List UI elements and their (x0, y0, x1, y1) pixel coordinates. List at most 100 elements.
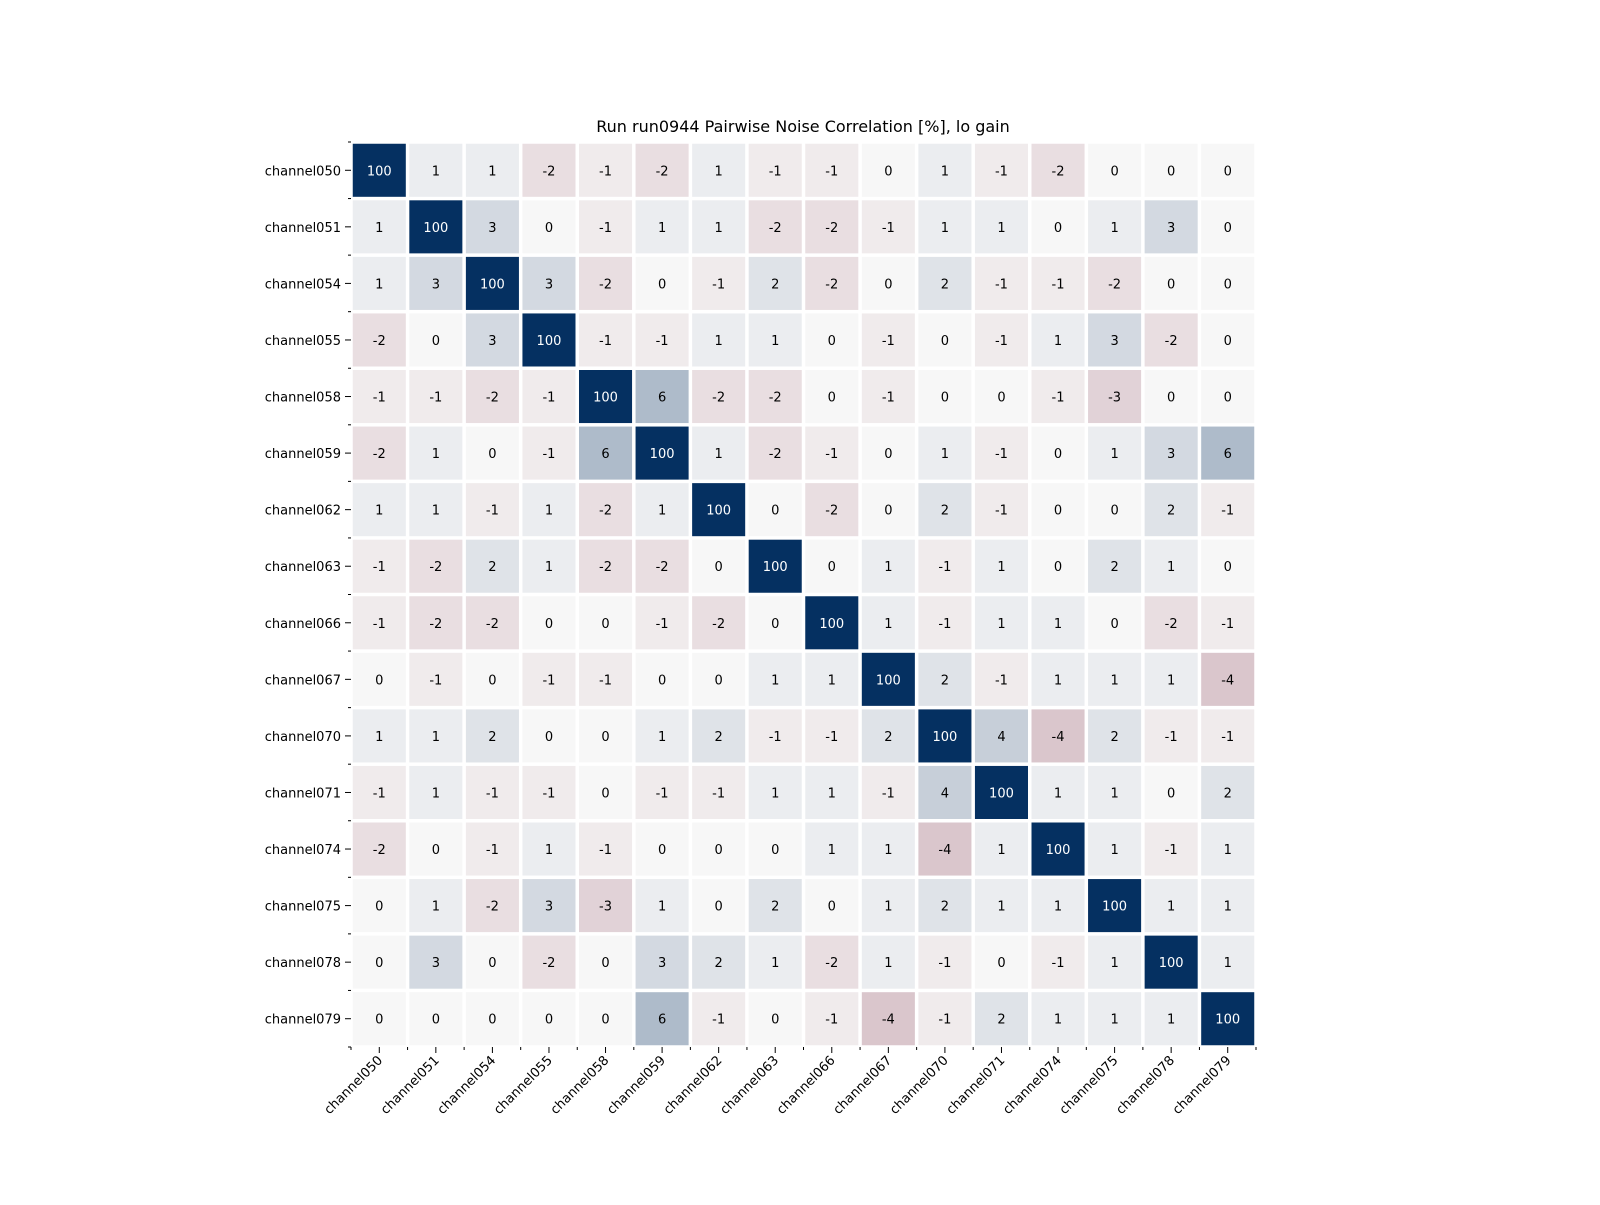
cell-value-label: -1 (373, 391, 386, 406)
cell-value-label: -1 (712, 786, 725, 801)
cell-value-label: 0 (545, 730, 553, 745)
heatmap-cell (409, 765, 463, 819)
cell-value-label: 0 (1110, 504, 1118, 519)
heatmap-cell (918, 709, 972, 763)
heatmap-cell (805, 426, 859, 480)
heatmap-cell (748, 822, 802, 876)
cell-value-label: 1 (771, 334, 779, 349)
heatmap-cell (1201, 256, 1255, 310)
cell-value-label: 1 (1054, 673, 1062, 688)
heatmap-cell (409, 200, 463, 254)
cell-value-label: 1 (1224, 900, 1232, 915)
y-tick-label: channel059 (265, 447, 341, 462)
heatmap-cell (1088, 709, 1142, 763)
cell-value-label: -1 (1052, 277, 1065, 292)
x-tick-label: channel070 (887, 1053, 952, 1118)
cell-value-label: 1 (375, 730, 383, 745)
cell-value-label: -2 (1052, 164, 1065, 179)
x-tick-label: channel074 (1000, 1053, 1065, 1118)
heatmap-cell (465, 370, 519, 424)
cell-value-label: 1 (941, 447, 949, 462)
cell-value-label: 0 (375, 956, 383, 971)
cell-value-label: -2 (373, 334, 386, 349)
cell-value-label: -1 (599, 164, 612, 179)
cell-value-label: 1 (432, 730, 440, 745)
heatmap-cell (692, 765, 746, 819)
cell-value-label: 1 (884, 843, 892, 858)
cell-value-label: 2 (771, 277, 779, 292)
heatmap-cell (1144, 200, 1198, 254)
heatmap-cell (522, 426, 576, 480)
heatmap-cell (748, 765, 802, 819)
cell-value-label: 1 (1110, 447, 1118, 462)
y-tick-label: channel058 (265, 391, 341, 406)
heatmap-cell (579, 935, 633, 989)
heatmap-cell (352, 992, 406, 1046)
cell-value-label: -1 (373, 560, 386, 575)
heatmap-cell (579, 652, 633, 706)
cell-value-label: 1 (432, 900, 440, 915)
cell-value-label: 100 (1046, 843, 1071, 858)
heatmap-cell (1201, 652, 1255, 706)
heatmap-cell (409, 256, 463, 310)
heatmap-cell (579, 143, 633, 197)
heatmap-cell (1201, 879, 1255, 933)
cell-value-label: 1 (828, 843, 836, 858)
heatmap-cell (974, 143, 1028, 197)
cell-value-label: -1 (769, 730, 782, 745)
heatmap-cell (635, 879, 689, 933)
heatmap-cell (918, 370, 972, 424)
x-tick-label: channel063 (718, 1053, 783, 1118)
cell-value-label: 2 (771, 900, 779, 915)
cell-value-label: 0 (715, 843, 723, 858)
heatmap-cell (1031, 370, 1085, 424)
cell-value-label: -4 (1221, 673, 1234, 688)
heatmap-cell (748, 370, 802, 424)
cell-value-label: 0 (1224, 164, 1232, 179)
cell-value-label: -1 (938, 1013, 951, 1028)
heatmap-cell (692, 992, 746, 1046)
heatmap-cell (692, 143, 746, 197)
heatmap-cell (1088, 313, 1142, 367)
heatmap-cell (352, 200, 406, 254)
heatmap-cell (465, 765, 519, 819)
cell-value-label: -1 (1165, 730, 1178, 745)
y-tick-label: channel079 (265, 1013, 341, 1028)
heatmap-cell (861, 426, 915, 480)
cell-value-label: 0 (1054, 560, 1062, 575)
cell-value-label: -1 (599, 843, 612, 858)
cell-value-label: -2 (429, 560, 442, 575)
cell-value-label: 1 (658, 730, 666, 745)
cell-value-label: 0 (1167, 164, 1175, 179)
heatmap-cell (1144, 370, 1198, 424)
cell-value-label: -1 (882, 391, 895, 406)
cell-value-label: 2 (941, 673, 949, 688)
cell-value-label: 1 (658, 900, 666, 915)
heatmap-cell (918, 935, 972, 989)
cell-value-label: 3 (488, 334, 496, 349)
heatmap-cell (861, 200, 915, 254)
heatmap-cell (748, 709, 802, 763)
cell-value-label: 3 (432, 956, 440, 971)
heatmap-cell (1031, 935, 1085, 989)
cell-value-label: 1 (941, 221, 949, 236)
cell-value-label: 1 (1054, 334, 1062, 349)
cell-value-label: 6 (658, 1013, 666, 1028)
cell-value-label: -1 (373, 617, 386, 632)
heatmap-cell (1201, 370, 1255, 424)
heatmap-cell (918, 539, 972, 593)
heatmap-cell (748, 992, 802, 1046)
heatmap-cell (1144, 992, 1198, 1046)
heatmap-cell (974, 313, 1028, 367)
heatmap-cell (352, 143, 406, 197)
cell-value-label: -2 (429, 617, 442, 632)
heatmap-cell (918, 596, 972, 650)
cell-value-label: 0 (1110, 617, 1118, 632)
cell-value-label: -1 (769, 164, 782, 179)
cell-value-label: 2 (488, 730, 496, 745)
heatmap-cell (918, 483, 972, 537)
cell-value-label: 1 (997, 221, 1005, 236)
heatmap-cell (974, 200, 1028, 254)
cell-value-label: 0 (375, 1013, 383, 1028)
cell-value-label: -1 (373, 786, 386, 801)
